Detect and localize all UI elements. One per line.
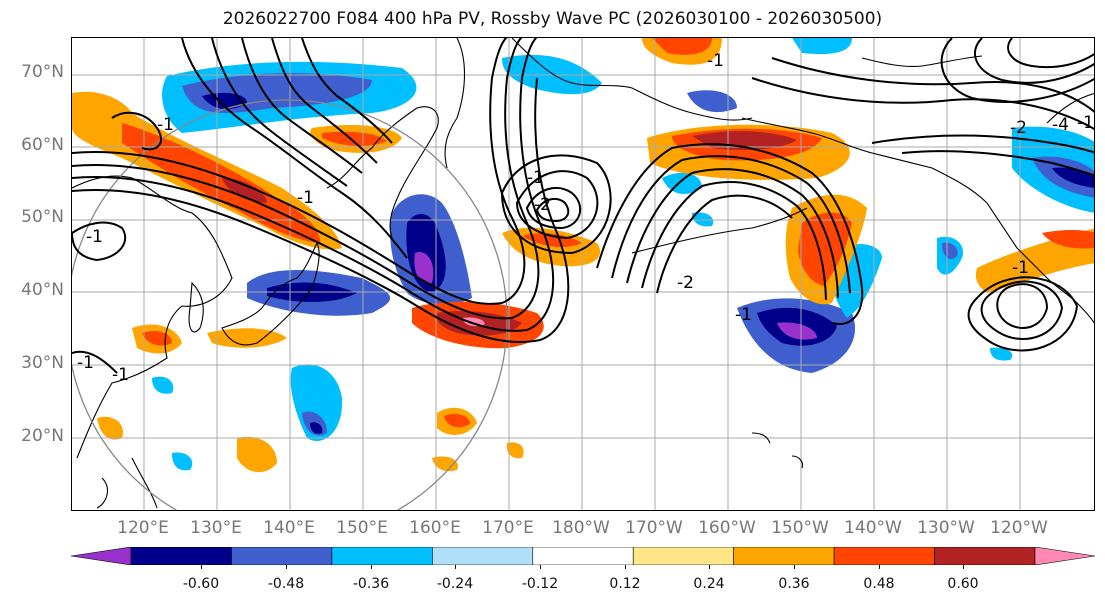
lon-label: 150°E	[336, 518, 388, 538]
colorbar-segment	[130, 547, 232, 565]
colorbar	[71, 547, 1095, 565]
contour-label: -1	[735, 305, 752, 325]
lon-label: 120°E	[117, 518, 169, 538]
colorbar-tick-label: 0.24	[693, 576, 725, 592]
colorbar-tick-label: 0.60	[947, 576, 979, 592]
pv-contours	[72, 38, 1094, 374]
lon-label: 130°W	[917, 518, 975, 538]
lon-label: 170°W	[625, 518, 683, 538]
lat-label: 70°N	[21, 62, 64, 82]
colorbar-tick-label: 0.36	[778, 576, 810, 592]
contour-label: -1	[77, 353, 94, 373]
colorbar-tick-label: -0.60	[182, 576, 220, 592]
colorbar-tick-label: -0.36	[352, 576, 390, 592]
colorbar-segment	[231, 547, 333, 565]
colorbar-segment	[432, 547, 534, 565]
contour-label: -1	[297, 188, 314, 208]
colorbar-segment	[934, 547, 1036, 565]
lon-label: 150°W	[771, 518, 829, 538]
lat-label: 40°N	[21, 280, 64, 300]
lon-label: 180°W	[552, 518, 610, 538]
lon-label: 120°W	[990, 518, 1048, 538]
colorbar-tick-label: 0.12	[609, 576, 641, 592]
colorbar-segment	[632, 547, 734, 565]
map-title: 2026022700 F084 400 hPa PV, Rossby Wave …	[222, 9, 883, 29]
lat-label: 20°N	[21, 426, 64, 446]
pv-map-panel: -1 -1 -1 -1 -1 -1 -1 -1 -1 -1 -2 -2 -2 -…	[71, 37, 1095, 511]
shaded-anomalies	[72, 38, 1094, 473]
lat-label: 50°N	[21, 207, 64, 227]
contour-label: -1	[527, 168, 544, 188]
lon-label: 130°E	[190, 518, 242, 538]
contour-label: -2	[534, 195, 551, 215]
great-circle	[72, 99, 508, 510]
contour-label: -1	[112, 365, 129, 385]
contour-label: -2	[677, 273, 694, 293]
lon-label: 140°W	[844, 518, 902, 538]
colorbar-segment	[71, 547, 132, 565]
coastlines	[72, 38, 1094, 509]
colorbar-tick-label: -0.24	[436, 576, 474, 592]
contour-label: -1	[1012, 258, 1029, 278]
pv-map-canvas: -1 -1 -1 -1 -1 -1 -1 -1 -1 -1 -2 -2 -2 -…	[72, 38, 1094, 510]
colorbar-segment	[1034, 547, 1095, 565]
lon-label: 160°E	[409, 518, 461, 538]
colorbar-tick-label: -0.48	[267, 576, 305, 592]
contour-label: -1	[157, 115, 174, 135]
colorbar-tick-label: -0.12	[521, 576, 559, 592]
contour-label: -1	[707, 51, 724, 71]
lon-label: 140°E	[263, 518, 315, 538]
lat-label: 60°N	[21, 135, 64, 155]
contour-label: -2	[1010, 118, 1027, 138]
contour-label: -4	[1052, 115, 1069, 135]
lon-label: 160°W	[698, 518, 756, 538]
contour-label: -1	[86, 227, 103, 247]
colorbar-segment	[733, 547, 835, 565]
colorbar-segment	[532, 547, 634, 565]
colorbar-segment	[833, 547, 935, 565]
contour-label: -1	[1077, 113, 1094, 133]
lon-label: 170°E	[482, 518, 534, 538]
colorbar-tick-label: 0.48	[863, 576, 895, 592]
colorbar-segment	[331, 547, 433, 565]
lat-label: 30°N	[21, 353, 64, 373]
graticule	[72, 38, 1094, 510]
